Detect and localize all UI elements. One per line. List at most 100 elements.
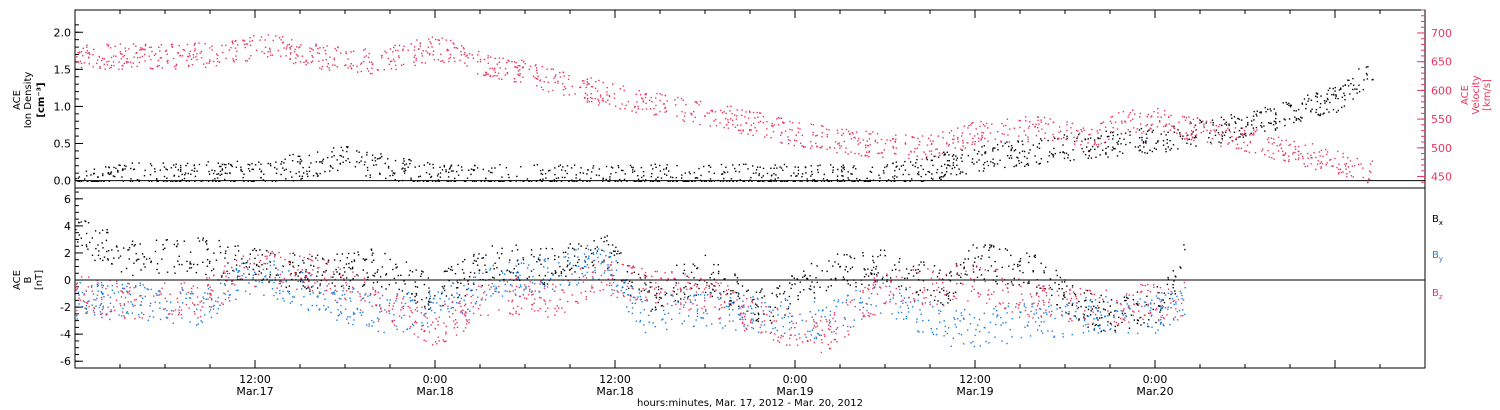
by-point (235, 268, 237, 270)
by-point (977, 324, 979, 326)
bx-point (755, 291, 758, 293)
velocity-point (1027, 136, 1029, 138)
velocity-point (953, 135, 955, 137)
velocity-point (316, 52, 319, 54)
by-point (568, 282, 571, 284)
bx-point (947, 298, 950, 300)
velocity-point (334, 47, 336, 50)
by-point (631, 312, 634, 315)
ion-density-point (794, 166, 796, 168)
bx-point (1136, 291, 1139, 293)
by-point (592, 253, 595, 256)
velocity-point (1005, 124, 1007, 127)
bx-point (1152, 308, 1154, 311)
velocity-point (562, 89, 565, 91)
bx-point (1114, 310, 1116, 312)
ion-density-point (375, 164, 377, 166)
ion-density-point (391, 170, 393, 172)
velocity-point (494, 71, 496, 73)
ion-density-point (936, 168, 939, 171)
velocity-point (894, 140, 896, 142)
bx-point (723, 290, 725, 293)
ion-density-point (340, 155, 343, 157)
velocity-point (928, 150, 931, 152)
bx-point (714, 290, 716, 292)
bx-point (119, 255, 122, 257)
velocity-point (599, 96, 602, 98)
velocity-point (1236, 143, 1239, 146)
by-point (696, 312, 699, 315)
velocity-point (821, 136, 823, 138)
by-point (472, 282, 475, 284)
ion-density-point (1053, 147, 1055, 150)
velocity-point (1273, 158, 1275, 160)
velocity-point (322, 59, 324, 61)
ion-density-point (509, 179, 511, 182)
velocity-point (1349, 160, 1352, 162)
ion-density-point (172, 180, 174, 182)
ion-density-point (207, 161, 209, 163)
ion-density-point (1144, 152, 1146, 154)
ion-density-point (179, 170, 182, 172)
bx-point (990, 244, 993, 247)
bx-point (461, 268, 464, 271)
ion-density-point (484, 180, 486, 182)
ion-density-point (892, 176, 894, 178)
bx-point (547, 257, 549, 260)
ion-density-point (225, 164, 227, 166)
bx-point (590, 249, 592, 251)
by-point (503, 278, 506, 281)
ion-density-point (1078, 133, 1080, 136)
ion-density-point (437, 173, 439, 175)
ion-density-point (709, 178, 712, 180)
bx-point (992, 245, 995, 247)
ion-density-point (738, 164, 740, 166)
ion-density-point (260, 163, 262, 165)
ion-density-point (84, 178, 86, 180)
ion-density-point (1022, 143, 1024, 146)
ion-density-point (1062, 151, 1064, 153)
velocity-point (1336, 166, 1338, 169)
by-point (703, 294, 706, 296)
velocity-point (428, 54, 431, 56)
bx-point (994, 260, 996, 263)
ion-density-point (984, 152, 986, 155)
by-point (494, 290, 496, 292)
ion-density-point (437, 180, 439, 182)
ion-density-point (1179, 132, 1181, 134)
by-point (600, 263, 602, 265)
ion-density-point (315, 172, 317, 174)
ion-density-point (269, 163, 272, 165)
ion-density-point (387, 167, 390, 169)
ion-density-point (602, 177, 604, 179)
velocity-point (333, 59, 336, 61)
ion-density-point (842, 164, 844, 166)
bx-point (1032, 271, 1034, 273)
ion-density-point (100, 180, 102, 182)
by-point (362, 311, 364, 313)
by-point (429, 295, 432, 297)
velocity-point (121, 53, 123, 55)
ion-density-point (329, 170, 331, 172)
ion-density-point (1363, 79, 1365, 81)
ion-density-point (366, 166, 369, 169)
ion-density-point (827, 180, 829, 182)
ion-density-point (642, 171, 645, 173)
ion-density-point (250, 180, 252, 182)
velocity-point (826, 148, 828, 151)
ion-density-point (331, 151, 333, 153)
bx-point (1101, 317, 1103, 319)
ion-density-point (144, 169, 146, 172)
velocity-point (881, 152, 884, 154)
velocity-point (1330, 158, 1332, 161)
velocity-point (93, 48, 95, 51)
by-point (818, 334, 821, 336)
ion-density-series (75, 66, 1374, 182)
ion-density-point (412, 180, 414, 182)
bx-point (956, 273, 958, 275)
velocity-point (793, 144, 795, 147)
ion-density-point (842, 179, 845, 181)
bx-point (522, 259, 525, 261)
ion-density-point (340, 146, 342, 149)
velocity-point (1157, 116, 1159, 118)
